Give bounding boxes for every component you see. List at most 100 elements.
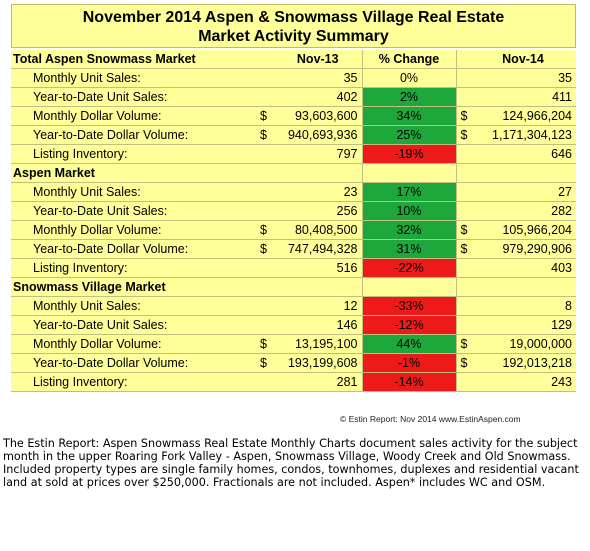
percent-change: -12% (361, 315, 457, 335)
value-nov14: 27 (470, 182, 576, 202)
metric-label: Monthly Unit Sales: (11, 68, 256, 88)
metric-label: Year-to-Date Dollar Volume: (11, 239, 256, 259)
section-header-row: Snowmass Village Market (11, 277, 576, 297)
header-spacer (456, 50, 470, 69)
dollar-sign-nov14 (456, 87, 470, 107)
report-description: The Estin Report: Aspen Snowmass Real Es… (3, 437, 579, 489)
dollar-sign-nov13 (256, 315, 274, 335)
value-nov14: 19,000,000 (470, 334, 576, 354)
section-title: Aspen Market (11, 163, 256, 183)
value-nov14: 35 (470, 68, 576, 88)
value-nov13: 146 (274, 315, 362, 335)
dollar-sign-nov13 (256, 296, 274, 316)
metric-label: Monthly Dollar Volume: (11, 220, 256, 240)
table-row: Year-to-Date Dollar Volume: $193,199,608-… (11, 353, 576, 373)
percent-change: 31% (361, 239, 457, 259)
metric-label: Monthly Unit Sales: (11, 182, 256, 202)
percent-change: 0% (361, 68, 457, 88)
percent-change: 34% (361, 106, 457, 126)
section-title: Snowmass Village Market (11, 277, 256, 297)
header-spacer (274, 277, 362, 297)
table-row: Year-to-Date Unit Sales: 256 10% 282 (11, 201, 576, 221)
metric-label: Year-to-Date Dollar Volume: (11, 125, 256, 145)
percent-change: -33% (361, 296, 457, 316)
table-row: Listing Inventory: 281 -14% 243 (11, 372, 576, 392)
header-spacer (256, 163, 274, 183)
dollar-sign-nov13: $ (256, 125, 274, 145)
header-spacer (361, 277, 457, 297)
dollar-sign-nov13 (256, 372, 274, 392)
dollar-sign-nov13 (256, 144, 274, 164)
dollar-sign-nov13 (256, 201, 274, 221)
value-nov14: 979,290,906 (470, 239, 576, 259)
value-nov13: 80,408,500 (274, 220, 362, 240)
dollar-sign-nov13 (256, 258, 274, 278)
table-row: Year-to-Date Unit Sales: 402 2% 411 (11, 87, 576, 107)
dollar-sign-nov13: $ (256, 334, 274, 354)
percent-change: 25% (361, 125, 457, 145)
dollar-sign-nov14: $ (456, 106, 470, 126)
value-nov13: 12 (274, 296, 362, 316)
header-spacer (456, 163, 470, 183)
value-nov13: 402 (274, 87, 362, 107)
table-row: Monthly Unit Sales: 35 0% 35 (11, 68, 576, 88)
metric-label: Year-to-Date Dollar Volume: (11, 353, 256, 373)
dollar-sign-nov14 (456, 201, 470, 221)
table-row: Year-to-Date Dollar Volume: $747,494,328 3… (11, 239, 576, 259)
metric-label: Year-to-Date Unit Sales: (11, 87, 256, 107)
value-nov13: 797 (274, 144, 362, 164)
dollar-sign-nov14: $ (456, 353, 470, 373)
metric-label: Year-to-Date Unit Sales: (11, 201, 256, 221)
dollar-sign-nov14: $ (456, 125, 470, 145)
dollar-sign-nov14 (456, 296, 470, 316)
percent-change: -14% (361, 372, 457, 392)
value-nov13: 93,603,600 (274, 106, 362, 126)
percent-change: -19% (361, 144, 457, 164)
dollar-sign-nov13: $ (256, 353, 274, 373)
dollar-sign-nov14 (456, 315, 470, 335)
metric-label: Year-to-Date Unit Sales: (11, 315, 256, 335)
percent-change: -22% (361, 258, 457, 278)
dollar-sign-nov14 (456, 372, 470, 392)
table-row: Monthly Dollar Volume: $93,603,600 34% $124… (11, 106, 576, 126)
value-nov13: 23 (274, 182, 362, 202)
header-spacer (470, 277, 576, 297)
value-nov14: 129 (470, 315, 576, 335)
title-line-2: Market Activity Summary (198, 28, 389, 45)
metric-label: Listing Inventory: (11, 258, 256, 278)
value-nov13: 281 (274, 372, 362, 392)
value-nov14: 411 (470, 87, 576, 107)
dollar-sign-nov14 (456, 68, 470, 88)
value-nov14: 403 (470, 258, 576, 278)
dollar-sign-nov14: $ (456, 334, 470, 354)
table-row: Year-to-Date Unit Sales: 146 -12% 129 (11, 315, 576, 335)
dollar-sign-nov14 (456, 144, 470, 164)
percent-change: -1% (361, 353, 457, 373)
value-nov14: 1,171,304,123 (470, 125, 576, 145)
report-title: November 2014 Aspen & Snowmass Village R… (11, 4, 576, 48)
dollar-sign-nov13: $ (256, 239, 274, 259)
value-nov13: 940,693,936 (274, 125, 362, 145)
table-row: Year-to-Date Dollar Volume: $940,693,936 2… (11, 125, 576, 145)
value-nov13: 35 (274, 68, 362, 88)
dollar-sign-nov14 (456, 182, 470, 202)
value-nov14: 192,013,218 (470, 353, 576, 373)
metric-label: Monthly Dollar Volume: (11, 334, 256, 354)
header-spacer (256, 50, 274, 69)
metric-label: Monthly Unit Sales: (11, 296, 256, 316)
value-nov13: 516 (274, 258, 362, 278)
value-nov14: 282 (470, 201, 576, 221)
metric-label: Monthly Dollar Volume: (11, 106, 256, 126)
dollar-sign-nov13: $ (256, 220, 274, 240)
section-header-row: Aspen Market (11, 163, 576, 183)
header-spacer (274, 163, 362, 183)
column-header-nov14: Nov-14 (470, 50, 576, 69)
table-row: Monthly Dollar Volume: $13,195,100 44% $19,… (11, 334, 576, 354)
dollar-sign-nov13 (256, 87, 274, 107)
value-nov14: 646 (470, 144, 576, 164)
value-nov14: 8 (470, 296, 576, 316)
value-nov13: 193,199,608 (274, 353, 362, 373)
metric-label: Listing Inventory: (11, 144, 256, 164)
dollar-sign-nov13 (256, 68, 274, 88)
title-line-1: November 2014 Aspen & Snowmass Village R… (82, 9, 505, 26)
